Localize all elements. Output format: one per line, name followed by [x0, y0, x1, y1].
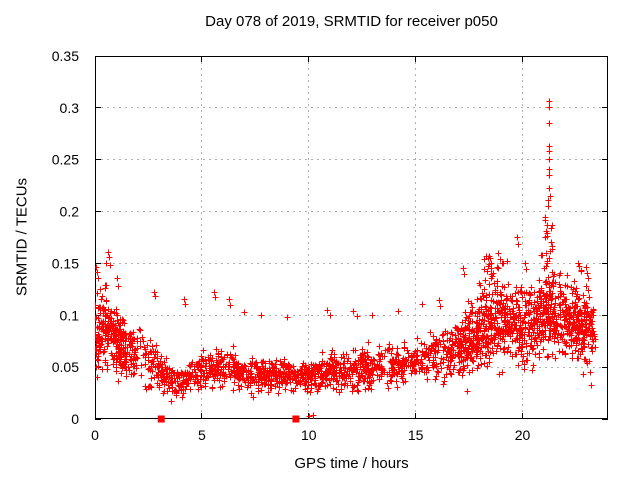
- x-tick-label: 15: [408, 427, 424, 443]
- chart-title: Day 078 of 2019, SRMTID for receiver p05…: [205, 13, 498, 30]
- y-tick-label: 0.05: [52, 359, 79, 375]
- x-axis-label: GPS time / hours: [294, 455, 409, 472]
- x-tick-label: 5: [198, 427, 206, 443]
- y-tick-label: 0.25: [52, 152, 79, 168]
- x-tick-label: 10: [301, 427, 317, 443]
- x-tick-label: 0: [91, 427, 99, 443]
- plot-border: [95, 56, 608, 419]
- baseline-square-marker: [157, 415, 165, 423]
- data-points: [95, 98, 599, 419]
- y-tick-label: 0: [71, 411, 79, 427]
- y-tick-label: 0.35: [52, 48, 79, 64]
- y-tick-label: 0.1: [60, 307, 80, 323]
- y-tick-label: 0.3: [60, 100, 80, 116]
- x-tick-label: 20: [515, 427, 531, 443]
- scatter-plus-markers: [95, 98, 599, 419]
- y-tick-label: 0.15: [52, 255, 79, 271]
- y-tick-label: 0.2: [60, 204, 80, 220]
- baseline-square-marker: [292, 415, 300, 423]
